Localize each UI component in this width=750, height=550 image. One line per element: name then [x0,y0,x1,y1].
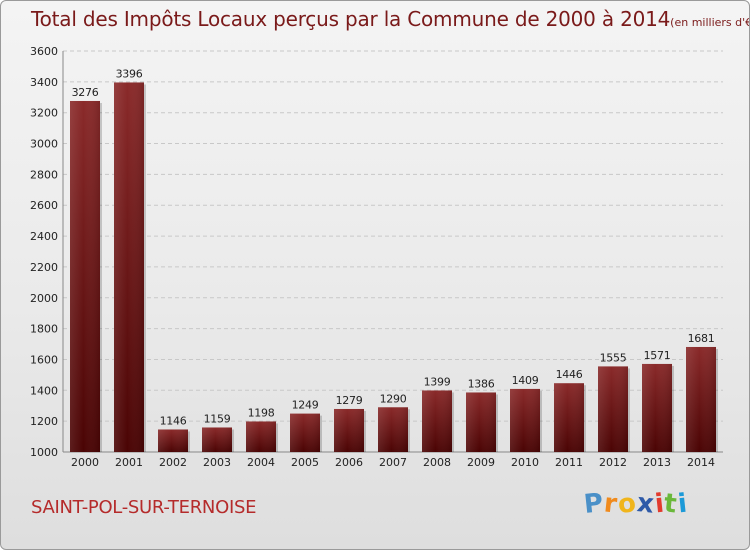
y-tick-label: 2200 [30,261,58,274]
data-label-2014: 1681 [688,332,715,345]
x-tick-label-2006: 2006 [335,456,363,469]
commune-name: SAINT-POL-SUR-TERNOISE [31,497,257,518]
logo-letter: i [676,488,690,520]
y-tick-label: 1200 [30,415,58,428]
bar-shine [202,427,232,452]
x-tick-label-2001: 2001 [115,456,143,469]
y-tick-label: 3400 [30,76,58,89]
chart-title-block: Total des Impôts Locaux perçus par la Co… [31,7,750,31]
y-tick-label: 3200 [30,107,58,120]
data-label-2000: 3276 [72,86,99,99]
x-tick-label-2003: 2003 [203,456,231,469]
axes: 1000 1200 1400 1600 1800 2000 2200 2400 2600 2800… [30,45,723,459]
x-tick-label-2005: 2005 [291,456,319,469]
x-tick-label-2011: 2011 [555,456,583,469]
bars [70,82,718,453]
data-label-2009: 1386 [468,377,495,390]
data-label-2004: 1198 [248,406,275,419]
data-label-2008: 1399 [424,375,451,388]
bar-shine [686,346,716,452]
x-tick-label-2000: 2000 [71,456,99,469]
y-tick-label: 2600 [30,199,58,212]
data-label-2013: 1571 [644,349,671,362]
proxiti-logo[interactable]: Proxiti [582,488,690,520]
y-tick-label: 3000 [30,138,58,151]
data-label-2002: 1146 [160,414,187,427]
data-label-2003: 1159 [204,412,231,425]
x-tick-label-2012: 2012 [599,456,627,469]
chart-title: Total des Impôts Locaux perçus par la Co… [31,7,671,31]
x-tick-label-2008: 2008 [423,456,451,469]
data-labels: 3276 2000 3396 2001 1146 2002 1159 2003 1198 2004… [71,67,715,469]
bar-shine [290,413,320,452]
data-label-2010: 1409 [512,374,539,387]
y-tick-label: 2400 [30,230,58,243]
bar-shine [158,429,188,452]
bar-shine [598,366,628,452]
bar-shine [246,421,276,452]
data-label-2012: 1555 [600,351,627,364]
y-tick-label: 1000 [30,446,58,459]
x-tick-label-2002: 2002 [159,456,187,469]
y-tick-label: 2800 [30,168,58,181]
x-tick-label-2014: 2014 [687,456,715,469]
x-tick-label-2004: 2004 [247,456,275,469]
x-tick-label-2013: 2013 [643,456,671,469]
x-tick-label-2010: 2010 [511,456,539,469]
bar-shine [510,388,540,452]
y-tick-label: 1600 [30,353,58,366]
bar-shine [422,390,452,452]
bar-shine [642,363,672,452]
data-label-2001: 3396 [116,67,143,80]
bar-shine [70,100,100,453]
y-tick-label: 2000 [30,292,58,305]
y-tick-label: 1400 [30,384,58,397]
bar-shine [554,383,584,452]
bar-shine [378,407,408,452]
bar-shine [334,408,364,452]
y-tick-label: 3600 [30,45,58,58]
y-tick-label: 1800 [30,323,58,336]
chart-subtitle: (en milliers d'€) [670,16,750,29]
data-label-2011: 1446 [556,368,583,381]
x-tick-label-2009: 2009 [467,456,495,469]
bar-shine [466,392,496,452]
x-tick-label-2007: 2007 [379,456,407,469]
data-label-2005: 1249 [292,399,319,412]
data-label-2007: 1290 [380,392,407,405]
data-label-2006: 1279 [336,394,363,407]
bar-shine [114,82,144,452]
